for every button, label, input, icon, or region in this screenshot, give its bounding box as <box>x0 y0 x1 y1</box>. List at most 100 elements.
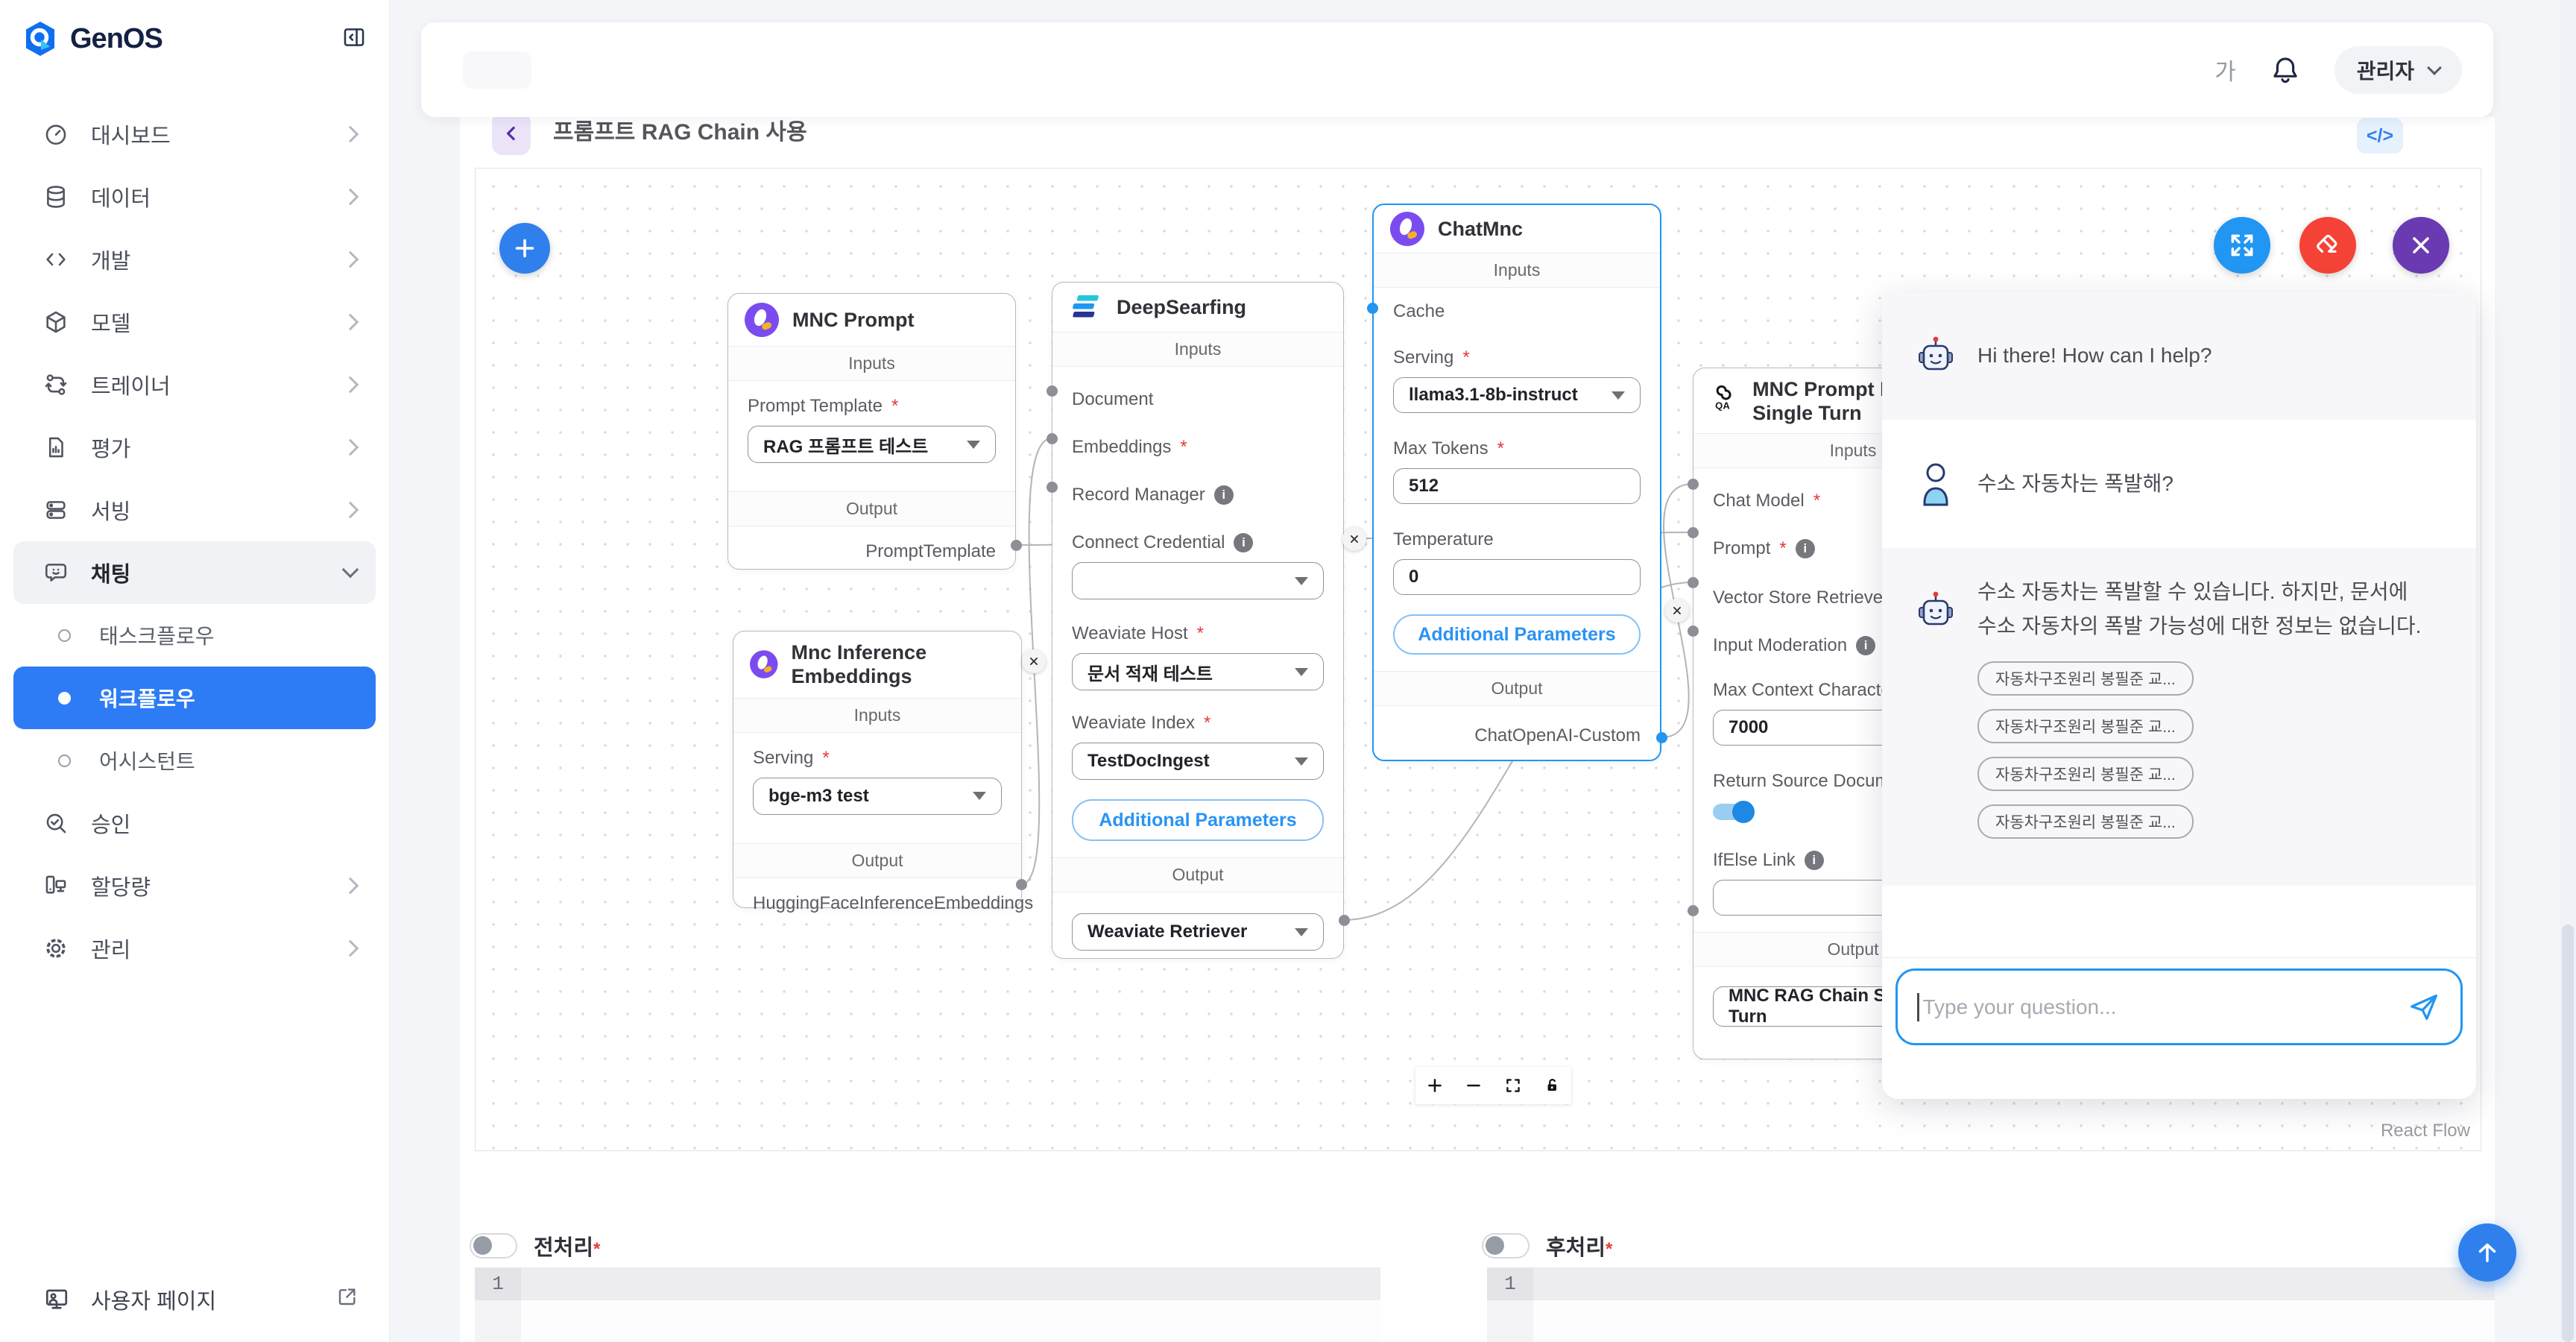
handle-embeddings-out[interactable] <box>1016 879 1027 890</box>
node-mnc-inference-embeddings[interactable]: Mnc Inference Embeddings Inputs Serving *… <box>733 631 1033 913</box>
serving-select[interactable]: bge-m3 test <box>753 777 1002 815</box>
sidebar-menu: 대시보드 데이터 개발 모델 트레이너 <box>0 103 389 980</box>
temperature-input[interactable]: 0 <box>1393 559 1641 595</box>
handle-retriever-out[interactable] <box>1339 915 1350 926</box>
info-icon[interactable]: i <box>1856 635 1876 655</box>
sidebar-item-user-page[interactable]: 사용자 페이지 <box>0 1263 389 1342</box>
robot-icon <box>1919 336 1953 370</box>
chat-question-input[interactable]: Type your question... <box>1895 968 2463 1045</box>
serving-select[interactable]: llama3.1-8b-instruct <box>1393 377 1641 413</box>
handle-prompt-in[interactable] <box>1688 527 1699 538</box>
additional-parameters-button[interactable]: Additional Parameters <box>1393 614 1641 655</box>
code-line[interactable] <box>521 1267 1380 1300</box>
sidebar-item-approval[interactable]: 승인 <box>0 792 389 854</box>
code-area[interactable] <box>1533 1300 2495 1342</box>
additional-parameters-button[interactable]: Additional Parameters <box>1072 799 1324 841</box>
source-document-chip[interactable]: 자동차구조원리 봉필준 교... <box>1977 804 2194 839</box>
sidebar-item-taskflow[interactable]: 태스크플로우 <box>0 604 389 667</box>
handle-vector-store-in[interactable] <box>1688 577 1699 588</box>
zoom-in-button[interactable] <box>1425 1076 1445 1095</box>
edge-delete-button[interactable] <box>1342 527 1366 551</box>
gutter <box>475 1300 521 1342</box>
gutter <box>1487 1300 1533 1342</box>
code-area[interactable] <box>521 1300 1380 1342</box>
preprocess-toggle[interactable] <box>470 1233 517 1258</box>
sidebar-item-label: 채팅 <box>91 563 131 587</box>
sidebar-item-trainer[interactable]: 트레이너 <box>0 353 389 416</box>
weaviate-host-select[interactable]: 문서 적재 테스트 <box>1072 653 1324 690</box>
back-button[interactable] <box>492 112 531 155</box>
chat-bot-answer: 수소 자동차는 폭발할 수 있습니다. 하지만, 문서에 수소 자동차의 폭발 … <box>1977 580 2422 638</box>
weaviate-index-select[interactable]: TestDocIngest <box>1072 743 1324 780</box>
caret-down-icon <box>1295 576 1308 585</box>
edge-delete-button[interactable] <box>1665 599 1689 623</box>
node-deepsearfing[interactable]: DeepSearfing Inputs Document Embeddings *… <box>1052 282 1344 959</box>
sidebar-item-dashboard[interactable]: 대시보드 <box>0 103 389 166</box>
fullscreen-button[interactable] <box>2214 217 2270 274</box>
zoom-out-button[interactable] <box>1464 1076 1483 1095</box>
sidebar-item-label: 관리 <box>91 939 131 963</box>
scroll-top-button[interactable] <box>2458 1223 2516 1282</box>
user-menu-button[interactable]: 관리자 <box>2334 45 2462 94</box>
view-code-button[interactable]: </> <box>2357 118 2403 154</box>
info-icon[interactable]: i <box>1213 485 1234 505</box>
handle-chat-model-in[interactable] <box>1688 479 1699 490</box>
sidebar-item-serving[interactable]: 서빙 <box>0 479 389 541</box>
notification-bell-icon[interactable] <box>2269 54 2302 86</box>
page-scrollbar-thumb[interactable] <box>2562 924 2574 1342</box>
return-source-toggle[interactable] <box>1713 800 1755 823</box>
output-name: ChatOpenAI-Custom <box>1474 725 1641 746</box>
info-icon[interactable]: i <box>1804 850 1824 870</box>
handle-embeddings-in[interactable] <box>1046 433 1058 444</box>
info-icon[interactable]: i <box>1234 533 1254 552</box>
handle-cache-in[interactable] <box>1367 303 1378 314</box>
send-button[interactable] <box>2407 990 2441 1024</box>
sidebar-item-model[interactable]: 모델 <box>0 291 389 353</box>
postprocess-code-editor[interactable]: 1 <box>1487 1267 2495 1342</box>
postprocess-toggle[interactable] <box>1482 1233 1530 1258</box>
max-tokens-input[interactable]: 512 <box>1393 468 1641 504</box>
prompt-template-select[interactable]: RAG 프롬프트 테스트 <box>748 426 996 463</box>
handle-chatmnc-out[interactable] <box>1656 732 1667 743</box>
preprocess-code-editor[interactable]: 1 <box>475 1267 1380 1342</box>
handle-prompttemplate-out[interactable] <box>1011 540 1022 551</box>
sidebar-item-quota[interactable]: 할당량 <box>0 854 389 917</box>
gear-icon <box>43 936 69 961</box>
handle-record-manager-in[interactable] <box>1046 482 1058 493</box>
node-mnc-prompt[interactable]: MNC Prompt Inputs Prompt Template * RAG 프… <box>727 293 1016 570</box>
code-line[interactable] <box>1533 1267 2495 1300</box>
fit-view-button[interactable] <box>1503 1076 1523 1095</box>
caret-down-icon <box>1295 667 1308 676</box>
source-document-chip[interactable]: 자동차구조원리 봉필준 교... <box>1977 709 2194 744</box>
lock-button[interactable] <box>1542 1076 1562 1095</box>
handle-input-moderation-in[interactable] <box>1688 626 1699 637</box>
sidebar-item-workflow[interactable]: 워크플로우 <box>13 667 376 729</box>
close-chat-button[interactable] <box>2393 217 2449 274</box>
node-chatmnc[interactable]: ChatMnc Inputs Cache Serving * llama3.1-8… <box>1372 204 1661 761</box>
sidebar-item-evaluation[interactable]: 평가 <box>0 416 389 479</box>
chat-bot-greeting: Hi there! How can I help? <box>1977 344 2212 368</box>
edge-delete-button[interactable] <box>1022 649 1046 673</box>
handle-ifelse-in[interactable] <box>1688 905 1699 916</box>
sidebar-item-data[interactable]: 데이터 <box>0 166 389 228</box>
clear-canvas-button[interactable] <box>2299 217 2356 274</box>
chat-message-bot: Hi there! How can I help? <box>1882 292 2476 420</box>
sidebar-item-management[interactable]: 관리 <box>0 917 389 980</box>
sidebar-item-develop[interactable]: 개발 <box>0 228 389 291</box>
sidebar-item-assistant[interactable]: 어시스턴트 <box>0 729 389 792</box>
sidebar-item-chat[interactable]: 채팅 <box>13 541 376 604</box>
font-size-button[interactable]: 가 <box>2214 59 2236 85</box>
chevron-right-icon <box>341 251 359 268</box>
source-document-chip[interactable]: 자동차구조원리 봉필준 교... <box>1977 757 2194 792</box>
search-check-icon <box>43 810 69 836</box>
arrow-up-icon <box>2478 1243 2496 1262</box>
info-icon[interactable]: i <box>1795 538 1815 558</box>
sidebar-collapse-icon[interactable] <box>341 25 367 54</box>
add-node-button[interactable] <box>499 223 550 274</box>
output-select[interactable]: Weaviate Retriever <box>1072 913 1324 951</box>
connect-credential-select[interactable] <box>1072 562 1324 599</box>
mnc-logo-icon <box>750 650 778 679</box>
handle-document-in[interactable] <box>1046 385 1058 397</box>
preprocess-toggle-row: 전처리* <box>470 1230 600 1261</box>
source-document-chip[interactable]: 자동차구조원리 봉필준 교... <box>1977 661 2194 696</box>
